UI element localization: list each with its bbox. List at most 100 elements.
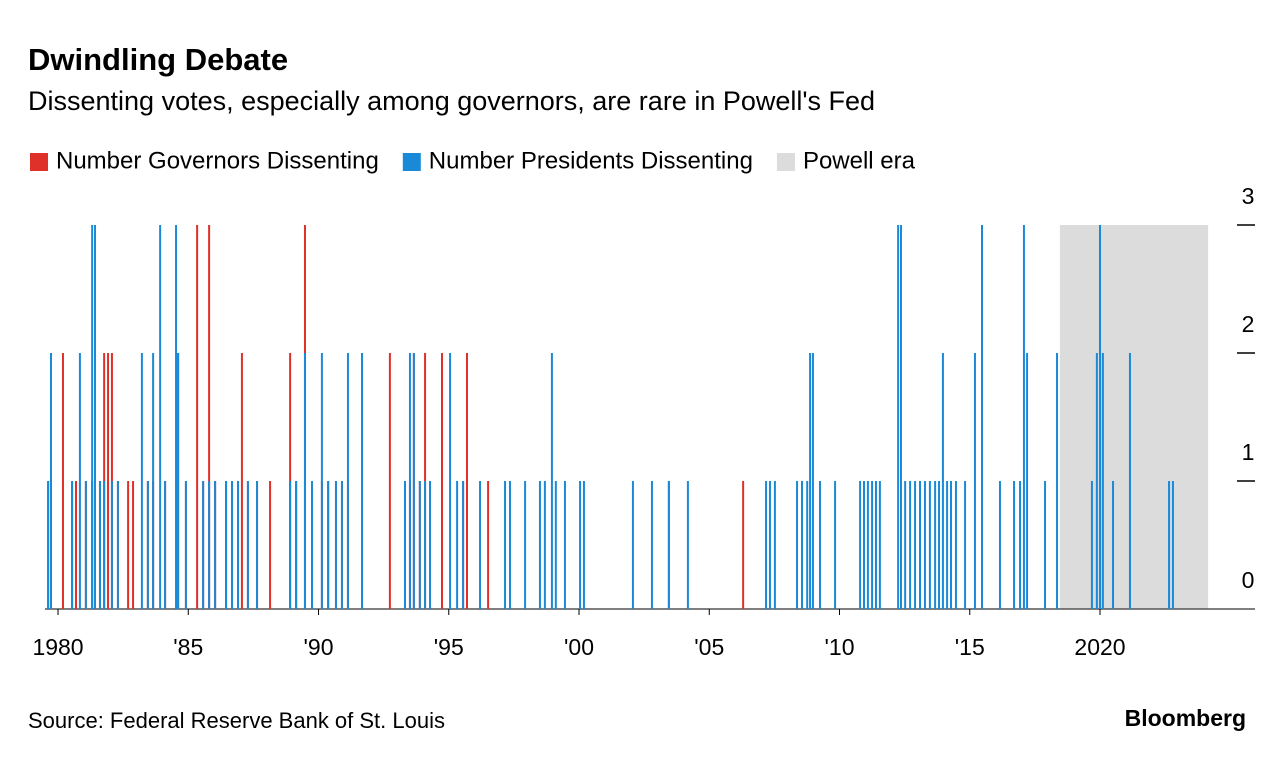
spike (295, 481, 298, 609)
legend-label: Number Governors Dissenting (56, 147, 379, 174)
spike (650, 481, 653, 609)
y-tick-label: 3 (1242, 183, 1255, 209)
spike (78, 353, 81, 609)
spike (334, 481, 337, 609)
spike (981, 225, 984, 609)
spike (1095, 353, 1098, 609)
spike (47, 481, 50, 609)
x-tick-label: '15 (955, 634, 985, 660)
spike (424, 481, 427, 609)
spike (834, 481, 837, 609)
spike (946, 481, 949, 609)
x-tick-label: '95 (434, 634, 464, 660)
spike (320, 353, 323, 609)
chart-subtitle: Dissenting votes, especially among gover… (28, 86, 875, 116)
x-tick-label: '90 (304, 634, 334, 660)
spike (1101, 353, 1104, 609)
x-tick-label: '85 (173, 634, 203, 660)
spike (146, 481, 149, 609)
spike (202, 481, 205, 609)
spike (404, 481, 407, 609)
spike (1013, 481, 1016, 609)
spike (773, 481, 776, 609)
spike (208, 481, 211, 609)
spike (388, 353, 391, 609)
spike (543, 481, 546, 609)
spike (1168, 481, 1171, 609)
spike (74, 481, 77, 609)
spike (768, 481, 771, 609)
spike (878, 481, 881, 609)
spike (311, 481, 314, 609)
spike (462, 481, 465, 609)
legend-swatch (30, 153, 48, 171)
spike (1056, 353, 1059, 609)
spike (127, 481, 130, 609)
spike (524, 481, 527, 609)
spike (686, 481, 689, 609)
spike (214, 481, 217, 609)
spike (231, 481, 234, 609)
spike (408, 353, 411, 609)
y-tick-label: 2 (1242, 311, 1255, 337)
spike (449, 353, 452, 609)
spike (579, 481, 582, 609)
spike (246, 481, 249, 609)
spike (303, 353, 306, 609)
spike (1090, 481, 1093, 609)
spike (49, 353, 52, 609)
spike (225, 481, 228, 609)
spike (904, 481, 907, 609)
spike (132, 481, 135, 609)
x-tick-label: 1980 (32, 634, 83, 660)
spike (98, 481, 101, 609)
spike (928, 481, 931, 609)
spike (1026, 353, 1029, 609)
spike (554, 481, 557, 609)
spike (177, 353, 180, 609)
spike (796, 481, 799, 609)
spike (563, 481, 566, 609)
spike (934, 481, 937, 609)
spike (582, 481, 585, 609)
spike (964, 481, 967, 609)
x-tick-label: '05 (694, 634, 724, 660)
spike (938, 481, 941, 609)
spike (508, 481, 511, 609)
spike (466, 353, 469, 609)
spike (1099, 225, 1102, 609)
spike (899, 225, 902, 609)
spike (811, 353, 814, 609)
spike (914, 481, 917, 609)
spike (1128, 353, 1131, 609)
spike (1112, 481, 1115, 609)
spike (479, 481, 482, 609)
spike (897, 225, 900, 609)
brand: Bloomberg (1125, 705, 1246, 731)
chart-title: Dwindling Debate (28, 42, 288, 77)
y-tick-label: 0 (1242, 567, 1255, 593)
legend-swatch (402, 153, 421, 171)
spike (84, 481, 87, 609)
spike (103, 481, 106, 609)
spike (866, 481, 869, 609)
x-tick-label: '10 (825, 634, 855, 660)
spike (110, 481, 113, 609)
spike (240, 353, 243, 609)
spike (919, 481, 922, 609)
spike (998, 481, 1001, 609)
spike (809, 353, 812, 609)
spike (456, 481, 459, 609)
spike (346, 353, 349, 609)
spike (818, 481, 821, 609)
spike (1019, 481, 1022, 609)
spike (504, 481, 507, 609)
spike (909, 481, 912, 609)
spike (140, 353, 143, 609)
spike (950, 481, 953, 609)
x-tick-label: '00 (564, 634, 594, 660)
spike (973, 353, 976, 609)
spike (164, 481, 167, 609)
powell-era (1059, 225, 1209, 609)
